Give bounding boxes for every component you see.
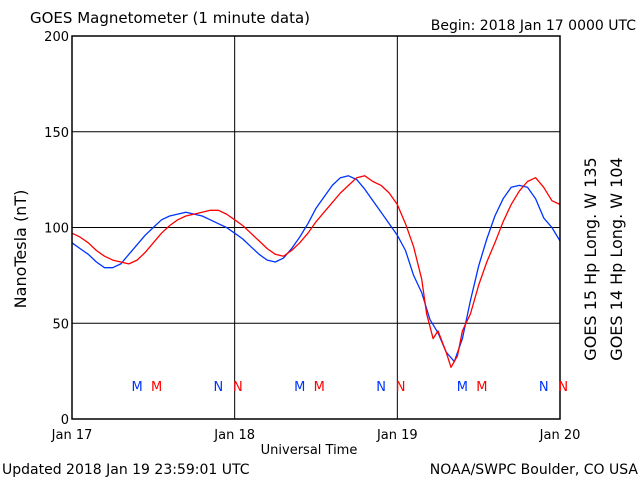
marker-n: N xyxy=(539,380,549,395)
plot-frame xyxy=(71,35,561,420)
begin-label: Begin: 2018 Jan 17 0000 UTC xyxy=(431,18,636,34)
marker-n: N xyxy=(214,380,224,395)
marker-n: N xyxy=(233,380,243,395)
marker-m: M xyxy=(131,380,142,395)
marker-m: M xyxy=(476,380,487,395)
x-axis-label: Universal Time xyxy=(261,443,358,458)
series-line-goes-14 xyxy=(71,175,561,363)
y-tick-label: 50 xyxy=(52,317,69,332)
chart-title: GOES Magnetometer (1 minute data) xyxy=(30,9,310,27)
y-tick-label: 200 xyxy=(44,30,69,45)
x-tick-label: Jan 19 xyxy=(376,428,418,443)
x-tick-label: Jan 18 xyxy=(213,428,255,443)
x-tick-labels: Jan 17 Jan 18 Jan 19 Jan 20 xyxy=(51,428,581,443)
y-tick-labels: 0 50 100 150 200 xyxy=(44,30,69,428)
marker-n: N xyxy=(558,380,568,395)
legend-goes-15: GOES 15 Hp Long. W 135 xyxy=(581,157,600,360)
footer-credit: NOAA/SWPC Boulder, CO USA xyxy=(430,462,639,478)
grid-lines xyxy=(72,36,560,419)
legend-goes-14: GOES 14 Hp Long. W 104 xyxy=(607,157,626,360)
x-tick-label: Jan 20 xyxy=(539,428,581,443)
y-tick-label: 150 xyxy=(44,126,69,141)
marker-m: M xyxy=(294,380,305,395)
series-line-goes-15 xyxy=(71,175,561,368)
y-axis-label: NanoTesla (nT) xyxy=(11,190,30,309)
marker-m: M xyxy=(314,380,325,395)
x-tick-label: Jan 17 xyxy=(51,428,93,443)
marker-n: N xyxy=(376,380,386,395)
marker-m: M xyxy=(457,380,468,395)
y-tick-label: 0 xyxy=(61,413,69,428)
series-layer xyxy=(71,175,561,368)
marker-m: M xyxy=(151,380,162,395)
footer-updated: Updated 2018 Jan 19 23:59:01 UTC xyxy=(2,462,250,478)
marker-n: N xyxy=(396,380,406,395)
y-tick-label: 100 xyxy=(44,222,69,237)
